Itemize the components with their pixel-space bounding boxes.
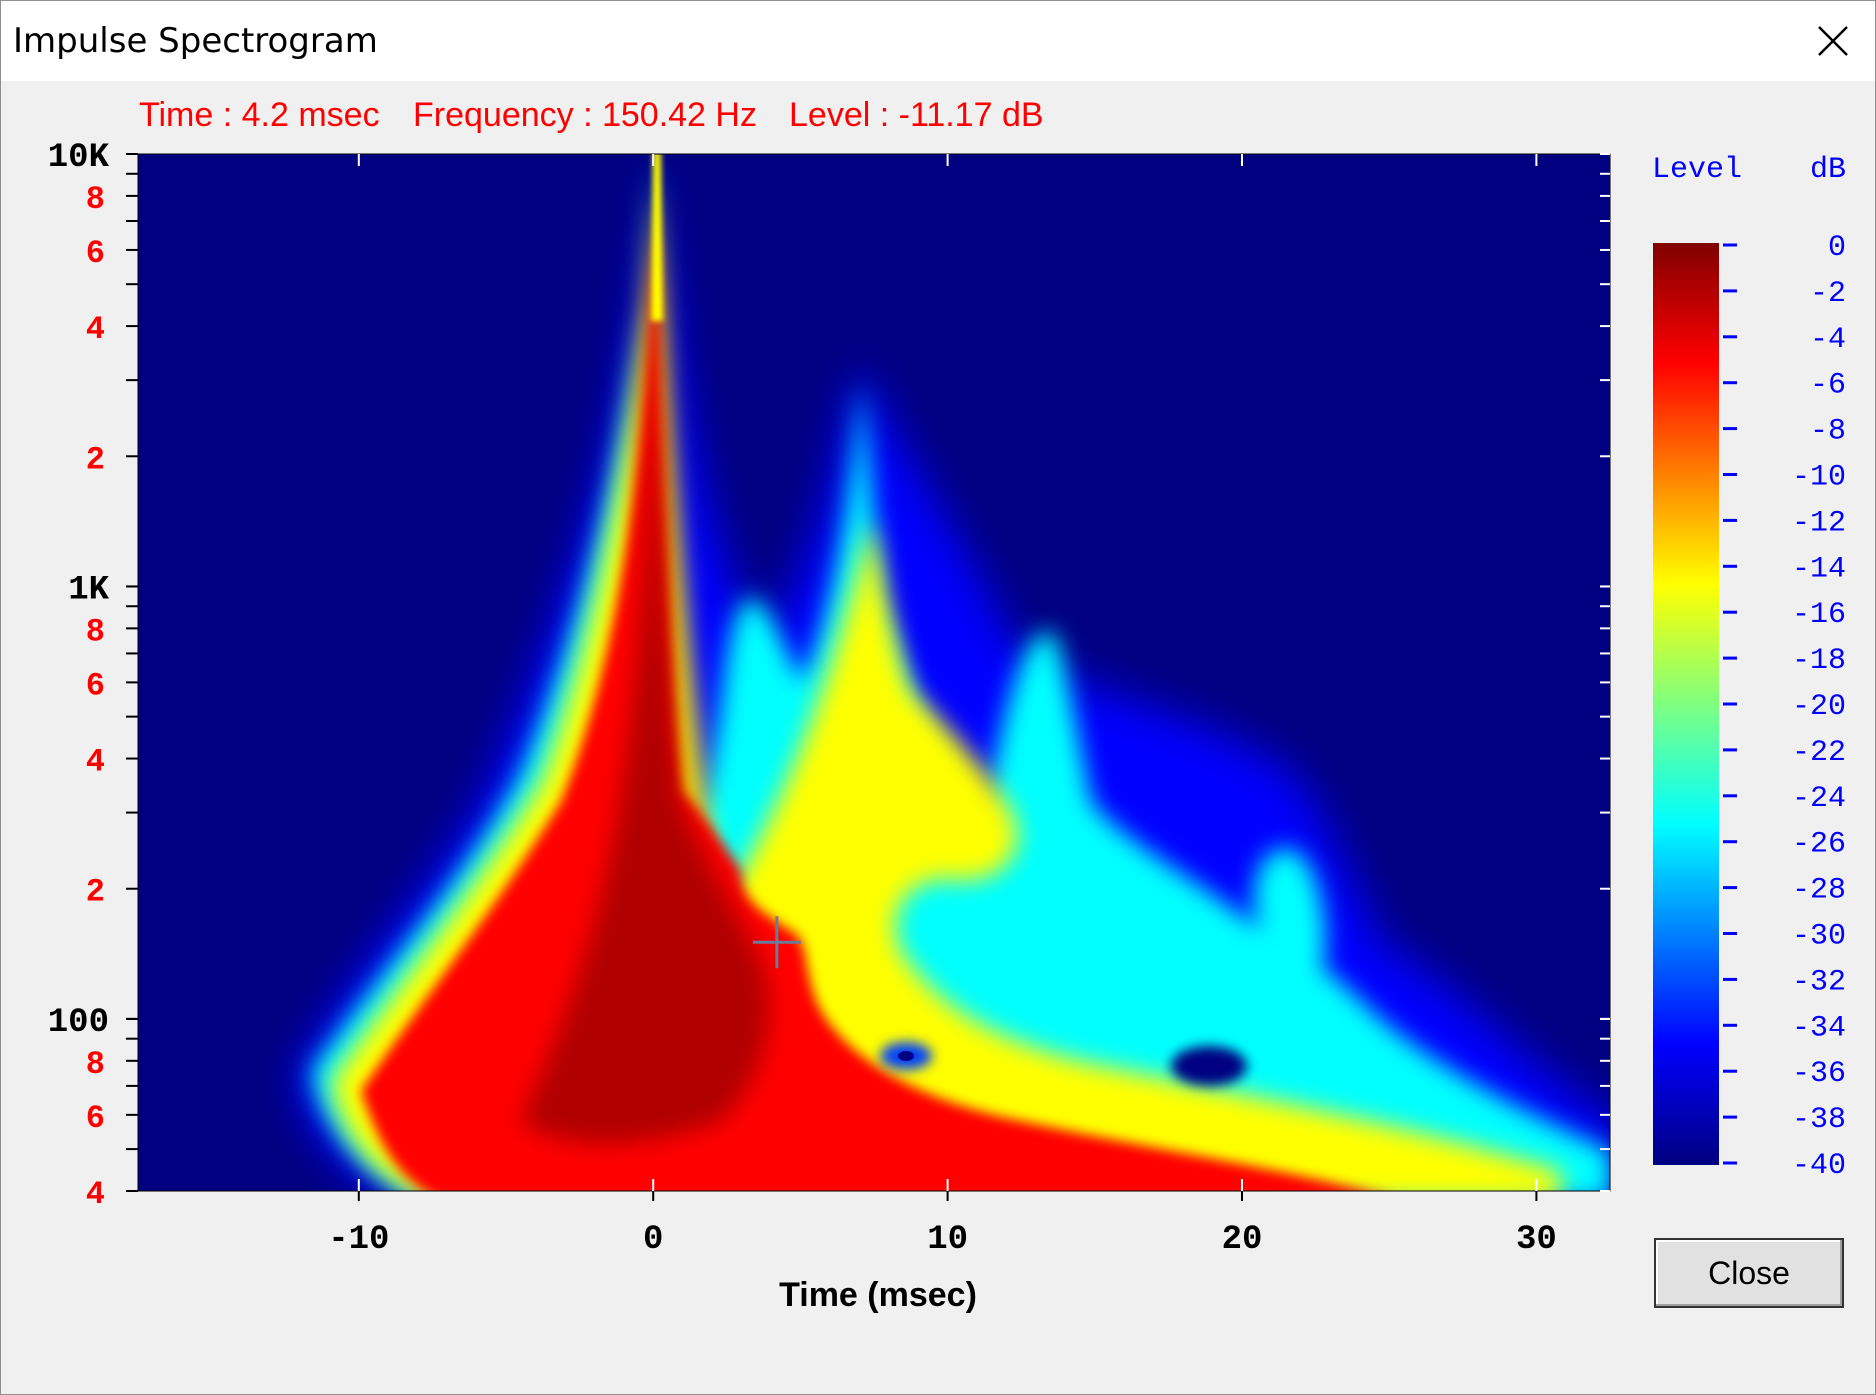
- y-minor-tick-label: 8: [86, 613, 105, 650]
- colorbar-tick-label: -6: [1810, 369, 1846, 403]
- colorbar-tick-label: -16: [1792, 598, 1846, 632]
- colorbar-tick-label: -30: [1792, 920, 1846, 954]
- heatmap-field: [138, 154, 1610, 1191]
- y-minor-tick-label: 2: [86, 874, 105, 911]
- colorbar-unit: dB: [1810, 153, 1846, 187]
- readout-time: Time : 4.2 msec: [139, 96, 380, 134]
- colorbar-tick-label: -18: [1792, 644, 1846, 678]
- x-tick-label: 0: [643, 1221, 663, 1259]
- colorbar-tick-label: -14: [1792, 552, 1846, 586]
- colorbar-tick-label: -2: [1810, 277, 1846, 311]
- crosshair-cursor-icon: [752, 916, 801, 969]
- y-major-tick-label: 1K: [68, 571, 109, 609]
- colorbar-tick-label: -10: [1792, 461, 1846, 495]
- colorbar-tick-label: -34: [1792, 1011, 1846, 1045]
- colorbar-ticks: 0 -2 -4 -6 -8 -10 -12 -14 -16 -18 -20 -22 -24 -26 -28 -…: [1723, 231, 1846, 1183]
- colorbar-tick-label: -38: [1792, 1103, 1846, 1137]
- colorbar-tick-label: -12: [1792, 506, 1846, 540]
- x-tick-label: 10: [927, 1221, 968, 1259]
- colorbar-tick-label: -32: [1792, 965, 1846, 999]
- colorbar-tick-label: -20: [1792, 690, 1846, 724]
- colorbar-title: Level: [1652, 153, 1742, 187]
- readout-level: Level : -11.17 dB: [789, 96, 1044, 134]
- x-tick-label: 20: [1222, 1221, 1263, 1259]
- y-minor-tick-label: 2: [86, 441, 105, 478]
- close-button[interactable]: Close: [1654, 1238, 1844, 1308]
- readout-frequency: Frequency : 150.42 Hz: [413, 96, 757, 134]
- y-minor-tick-label: 4: [86, 311, 105, 348]
- colorbar-tick-label: -22: [1792, 736, 1846, 770]
- colorbar-tick-label: -36: [1792, 1057, 1846, 1091]
- colorbar-tick-label: -28: [1792, 874, 1846, 908]
- y-minor-tick-label: 6: [86, 667, 105, 704]
- colorbar-tick-label: -26: [1792, 828, 1846, 862]
- x-tick-label: -10: [328, 1221, 389, 1259]
- title-bar: Impulse Spectrogram: [1, 1, 1875, 81]
- colorbar-tick-label: -4: [1810, 323, 1846, 357]
- colorbar-tick-label: -40: [1792, 1149, 1846, 1183]
- y-minor-tick-label: 8: [86, 1046, 105, 1083]
- y-minor-tick-label: 6: [86, 1100, 105, 1137]
- y-minor-tick-label: 4: [86, 1176, 105, 1213]
- y-minor-tick-label: 6: [86, 235, 105, 272]
- x-tick-label: 30: [1516, 1221, 1557, 1259]
- window-title: Impulse Spectrogram: [13, 21, 378, 61]
- colorbar-tick-label: 0: [1828, 231, 1846, 265]
- colorbar: Level dB 0 -2 -4 -6 -8 -10 -12 -14 -16 -18 -20 -22 -…: [1652, 153, 1846, 1183]
- y-minor-tick-label: 8: [86, 181, 105, 218]
- colorbar-tick-label: -8: [1810, 415, 1846, 449]
- y-major-tick-label: 100: [48, 1004, 109, 1042]
- colorbar-gradient: [1653, 243, 1719, 1165]
- colorbar-tick-label: -24: [1792, 782, 1846, 816]
- plot-frame: [137, 153, 1611, 1192]
- close-x-icon[interactable]: [1807, 15, 1859, 67]
- y-major-tick-label: 10K: [48, 139, 110, 177]
- y-axis: 10K 1K 100 8 6 4 2 8 6 4 2 8 6 4: [48, 139, 1610, 1213]
- x-axis-title: Time (msec): [779, 1276, 977, 1314]
- x-axis: -10 0 10 20 30: [328, 154, 1557, 1259]
- y-minor-tick-label: 4: [86, 744, 105, 781]
